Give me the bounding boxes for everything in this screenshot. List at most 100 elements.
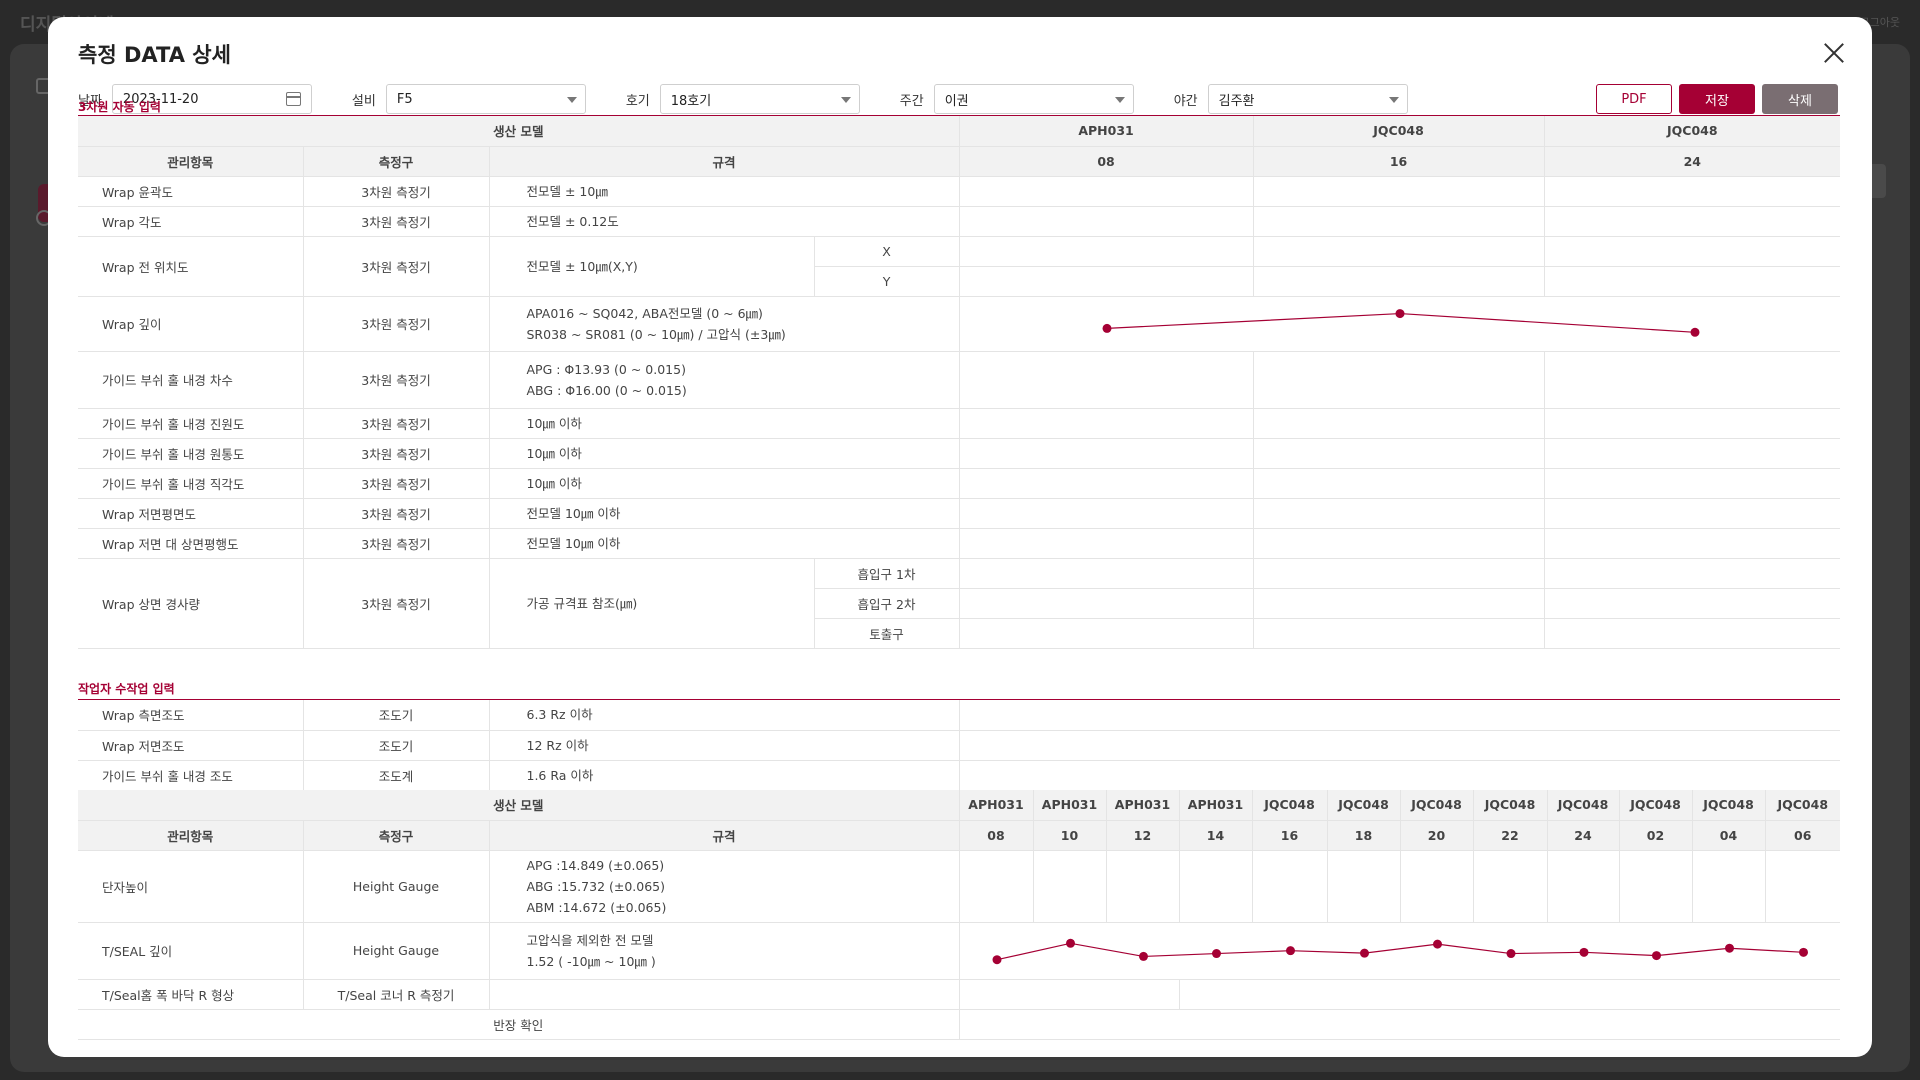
trend-point[interactable] <box>1285 945 1295 955</box>
trend-point[interactable] <box>1579 947 1588 957</box>
model-header: JQC048 <box>1473 790 1548 821</box>
date-input[interactable]: 2023-11-20 <box>111 84 312 114</box>
time-header: 02 <box>1619 820 1693 851</box>
value-cell[interactable] <box>959 760 1840 791</box>
value-cell[interactable] <box>1544 588 1841 619</box>
value-cell[interactable] <box>1544 498 1841 529</box>
value-cell[interactable] <box>1252 850 1328 923</box>
unit-select[interactable]: 18호기 <box>659 84 860 114</box>
value-cell[interactable] <box>959 438 1254 469</box>
value-cell[interactable] <box>1253 588 1545 619</box>
value-cell[interactable] <box>959 700 1840 731</box>
value-cell[interactable] <box>959 266 1254 297</box>
value-cell[interactable] <box>1400 850 1474 923</box>
value-cell[interactable] <box>1253 351 1545 409</box>
col-tool-header: 측정구 <box>303 820 490 851</box>
trend-point[interactable] <box>1138 951 1148 961</box>
table-row: 토출구 <box>78 618 1841 649</box>
pdf-button[interactable]: PDF <box>1596 84 1672 114</box>
tool-cell: T/Seal 코너 R 측정기 <box>303 979 490 1010</box>
value-cell[interactable] <box>959 408 1254 439</box>
value-cell[interactable] <box>1544 438 1841 469</box>
value-cell[interactable] <box>959 730 1840 761</box>
table-row: 흡입구 2차 <box>78 588 1841 619</box>
trend-point[interactable] <box>1065 938 1075 948</box>
value-cell[interactable] <box>1544 468 1841 499</box>
value-cell[interactable] <box>1544 176 1841 207</box>
trend-point[interactable] <box>1395 308 1405 318</box>
value-cell[interactable] <box>959 206 1254 237</box>
value-cell[interactable] <box>1253 558 1545 589</box>
value-cell[interactable] <box>1765 850 1840 923</box>
value-cell[interactable] <box>959 176 1254 207</box>
value-cell[interactable] <box>1544 528 1841 559</box>
item-cell: Wrap 측면조도 <box>78 700 304 731</box>
value-cell[interactable] <box>1253 266 1545 297</box>
manual-model-table: 생산 모델 APH031 APH031 APH031 APH031 JQC048 JQC0… <box>78 790 1840 1040</box>
close-icon[interactable] <box>1820 39 1848 67</box>
value-cell[interactable] <box>1544 408 1841 439</box>
value-cell[interactable] <box>1253 206 1545 237</box>
spec-cell: 고압식을 제외한 전 모델 1.52 ( -10㎛ ~ 10㎛ ) <box>489 922 960 980</box>
trend-point[interactable] <box>1432 939 1442 949</box>
value-cell[interactable] <box>1253 408 1545 439</box>
value-cell[interactable] <box>1692 850 1766 923</box>
value-cell[interactable] <box>1544 266 1841 297</box>
trend-chart <box>992 938 1808 964</box>
time-header: 10 <box>1033 820 1107 851</box>
value-cell[interactable] <box>959 351 1254 409</box>
value-cell[interactable] <box>1253 438 1545 469</box>
value-cell[interactable] <box>1547 850 1620 923</box>
value-cell[interactable] <box>1544 206 1841 237</box>
value-cell[interactable] <box>1179 850 1253 923</box>
value-cell[interactable] <box>959 558 1254 589</box>
production-model-header: 생산 모델 <box>78 116 960 147</box>
value-cell[interactable] <box>1179 979 1840 1010</box>
trend-point[interactable] <box>1211 948 1221 958</box>
value-cell[interactable] <box>1544 236 1841 267</box>
table-row: 가이드 부쉬 홀 내경 원통도 3차원 측정기 10㎛ 이하 <box>78 438 1841 469</box>
calendar-icon[interactable] <box>285 92 301 106</box>
value-cell[interactable] <box>959 468 1254 499</box>
trend-point[interactable] <box>1506 948 1515 958</box>
value-cell[interactable] <box>1253 176 1545 207</box>
value-cell[interactable] <box>1253 528 1545 559</box>
date-label: 날짜 <box>78 93 102 109</box>
value-cell[interactable] <box>1253 468 1545 499</box>
delete-button[interactable]: 삭제 <box>1762 84 1838 114</box>
col-item-header: 관리항목 <box>78 146 304 177</box>
value-cell[interactable] <box>959 618 1254 649</box>
day-shift-select[interactable]: 이권 <box>933 84 1134 114</box>
equipment-select[interactable]: F5 <box>385 84 586 114</box>
value-cell[interactable] <box>1033 850 1107 923</box>
value-cell[interactable] <box>1544 558 1841 589</box>
value-cell[interactable] <box>959 236 1254 267</box>
value-cell[interactable] <box>1544 351 1841 409</box>
table-row: Wrap 전 위치도 3차원 측정기 전모델 ± 10㎛(X,Y) X <box>78 236 1841 297</box>
trend-point[interactable] <box>1724 943 1734 953</box>
trend-point[interactable] <box>1690 327 1700 337</box>
trend-point[interactable] <box>1651 950 1661 960</box>
trend-point[interactable] <box>1102 323 1112 333</box>
night-shift-select[interactable]: 김주환 <box>1207 84 1408 114</box>
item-cell: Wrap 전 위치도 <box>78 236 304 297</box>
value-cell[interactable] <box>1253 618 1545 649</box>
value-cell[interactable] <box>1253 498 1545 529</box>
value-cell[interactable] <box>1327 850 1401 923</box>
trend-point[interactable] <box>992 954 1001 964</box>
value-cell[interactable] <box>959 850 1034 923</box>
value-cell[interactable] <box>1544 618 1841 649</box>
value-cell[interactable] <box>959 588 1254 619</box>
trend-point[interactable] <box>1798 947 1808 957</box>
time-header: 22 <box>1473 820 1548 851</box>
value-cell[interactable] <box>1619 850 1693 923</box>
value-cell[interactable] <box>1253 236 1545 267</box>
value-cell[interactable] <box>959 979 1180 1010</box>
value-cell[interactable] <box>1473 850 1548 923</box>
value-cell[interactable] <box>959 1009 1840 1040</box>
value-cell[interactable] <box>959 498 1254 529</box>
trend-point[interactable] <box>1359 948 1369 958</box>
value-cell[interactable] <box>1106 850 1180 923</box>
value-cell[interactable] <box>959 528 1254 559</box>
save-button[interactable]: 저장 <box>1679 84 1755 114</box>
